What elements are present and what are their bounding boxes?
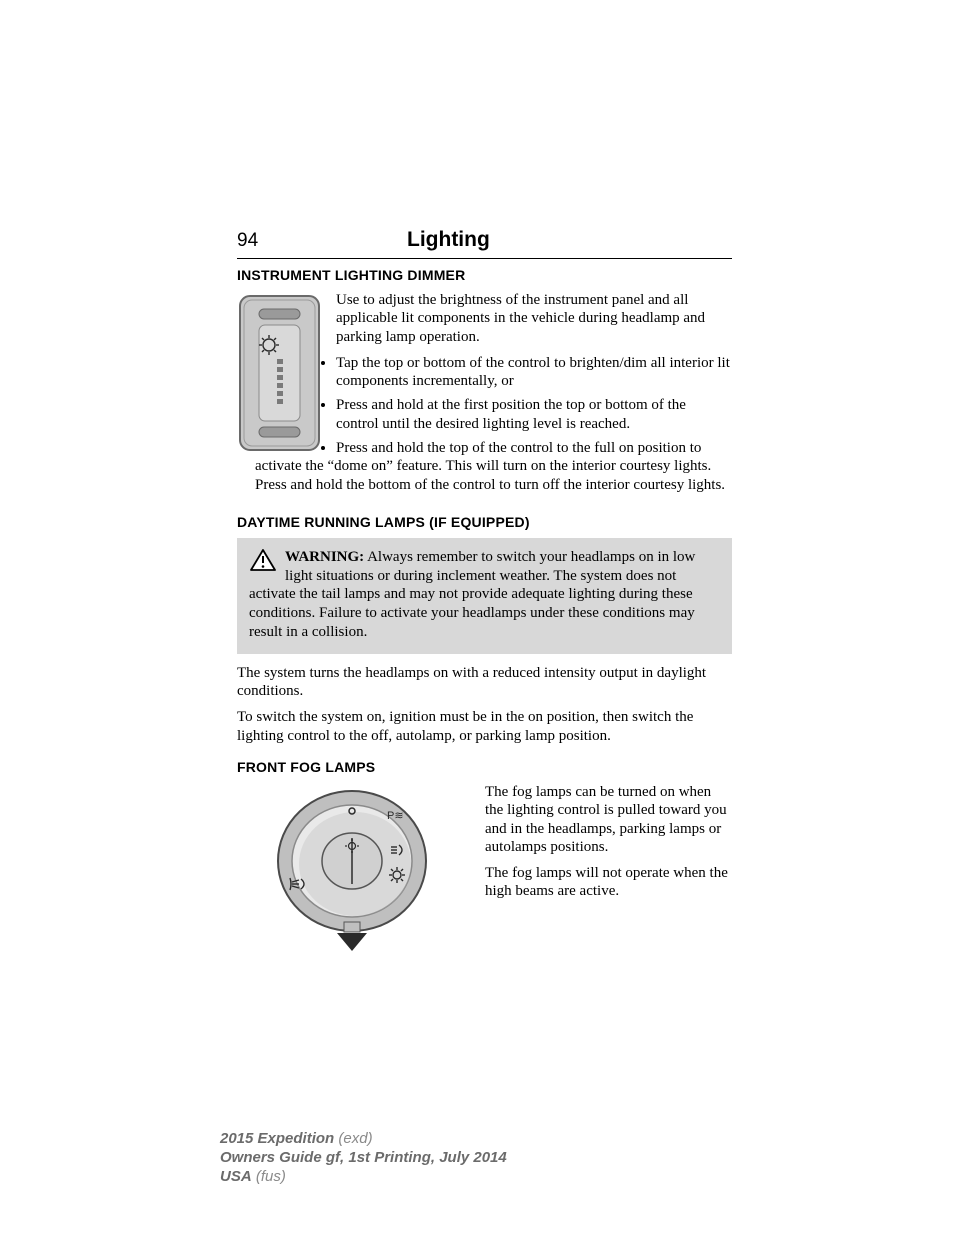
page-header: 94 Lighting: [237, 228, 732, 252]
lighting-dial-figure: P≋: [237, 783, 467, 953]
svg-text:P≋: P≋: [387, 810, 404, 822]
dimmer-bullet-2: Press and hold at the first position the…: [255, 396, 732, 433]
dimmer-switch-figure: [237, 293, 322, 453]
footer-line-1: 2015 Expedition (exd): [220, 1130, 740, 1149]
footer-region-code: (fus): [252, 1168, 286, 1185]
page-content: 94 Lighting INSTRUMENT LIGHTING DIMMER: [237, 228, 732, 953]
header-rule: [237, 258, 732, 259]
warning-text: WARNING: Always remember to switch your …: [249, 548, 720, 642]
page-title: Lighting: [407, 228, 490, 252]
section-heading-drl: DAYTIME RUNNING LAMPS (IF EQUIPPED): [237, 514, 732, 530]
section-heading-dimmer: INSTRUMENT LIGHTING DIMMER: [237, 267, 732, 283]
footer-line-3: USA (fus): [220, 1168, 740, 1187]
footer-guide: Owners Guide gf, 1st Printing, July 2014: [220, 1149, 740, 1168]
footer-model-code: (exd): [334, 1130, 372, 1147]
footer-region: USA: [220, 1168, 252, 1185]
drl-para-2: To switch the system on, ignition must b…: [237, 708, 732, 745]
section-heading-fog: FRONT FOG LAMPS: [237, 759, 732, 775]
page-footer: 2015 Expedition (exd) Owners Guide gf, 1…: [220, 1130, 740, 1186]
fog-block: P≋: [237, 783, 732, 953]
warning-label: WARNING:: [285, 549, 364, 565]
dimmer-block: Use to adjust the brightness of the inst…: [237, 291, 732, 500]
footer-model: 2015 Expedition: [220, 1130, 334, 1147]
page-number: 94: [237, 230, 407, 252]
dimmer-bullet-3: Press and hold the top of the control to…: [255, 439, 732, 494]
drl-para-1: The system turns the headlamps on with a…: [237, 664, 732, 701]
warning-box: WARNING: Always remember to switch your …: [237, 538, 732, 654]
dimmer-bullet-1: Tap the top or bottom of the control to …: [255, 354, 732, 391]
warning-icon: [249, 548, 277, 572]
